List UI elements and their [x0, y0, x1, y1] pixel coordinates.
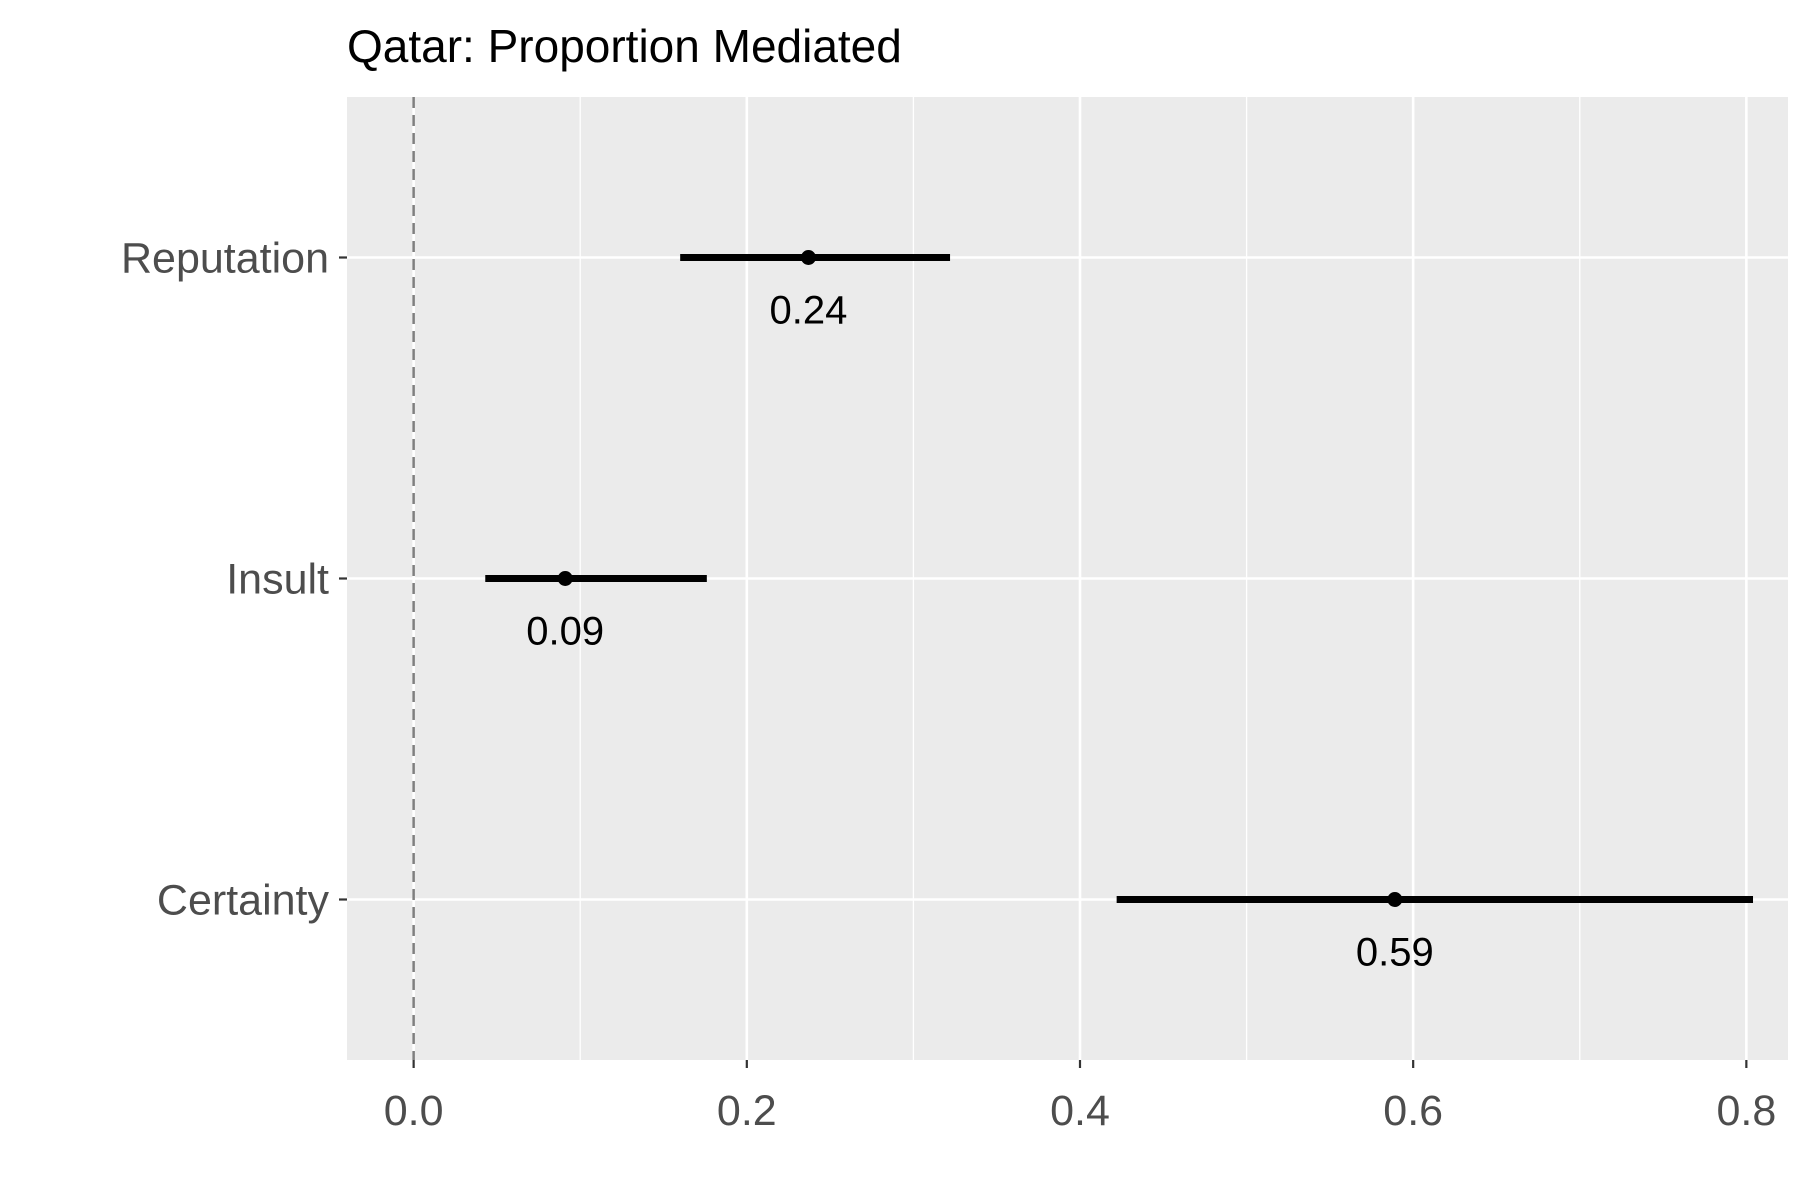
x-tick-label: 0.8	[1716, 1087, 1776, 1135]
x-tick-label: 0.2	[717, 1087, 777, 1135]
point-estimate	[1387, 892, 1403, 907]
y-tick-label: Reputation	[121, 235, 329, 283]
y-axis: Reputation Insult Certainty	[121, 235, 347, 925]
y-tick-label: Insult	[226, 556, 329, 604]
point-estimate	[557, 571, 573, 586]
y-tick-label: Certainty	[157, 877, 330, 925]
data-label: 0.24	[770, 289, 848, 333]
point-estimate	[800, 250, 816, 265]
x-tick-label: 0.4	[1050, 1087, 1110, 1135]
chart-title: Qatar: Proportion Mediated	[347, 20, 902, 72]
interval-marks: 0.24 0.09 0.59	[485, 250, 1754, 975]
x-tick-label: 0.0	[384, 1087, 444, 1135]
data-label: 0.59	[1356, 931, 1434, 975]
x-axis: 0.0 0.2 0.4 0.6 0.8	[384, 1060, 1776, 1135]
data-label: 0.09	[526, 610, 604, 654]
x-tick-label: 0.6	[1383, 1087, 1443, 1135]
